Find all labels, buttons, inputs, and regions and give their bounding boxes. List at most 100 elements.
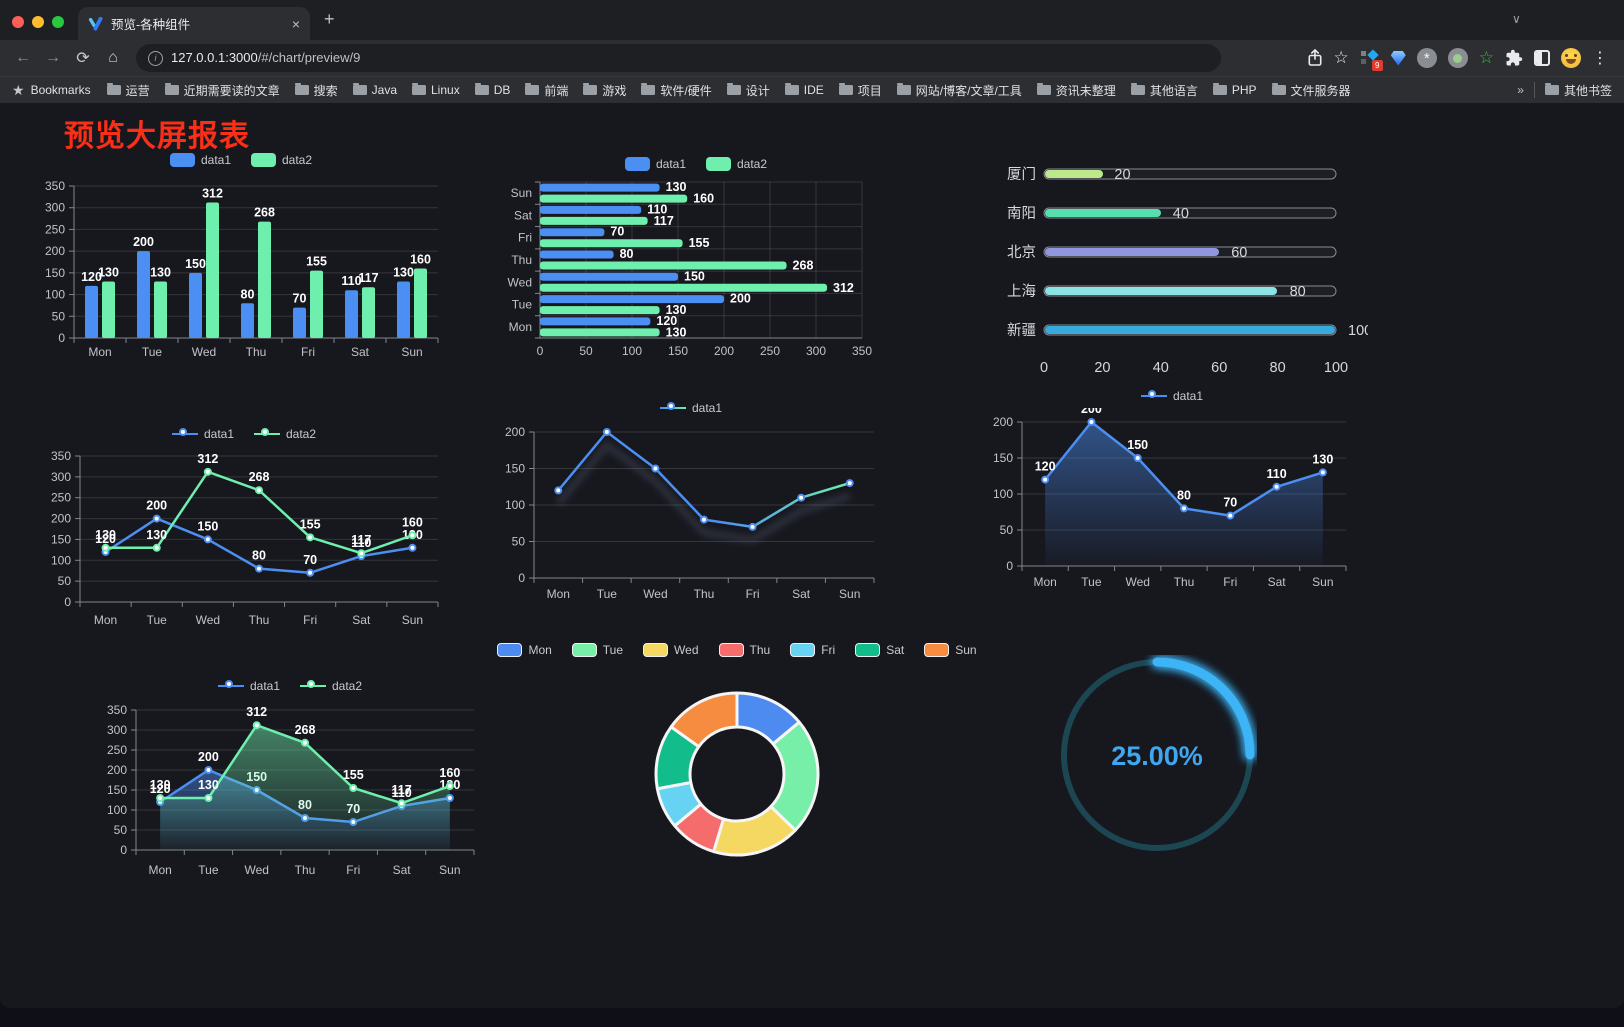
chart-gradient-line: data1 0 50 100 150 200 Mon Tue Wed Thu Fri Sat Sun: [498, 398, 884, 610]
svg-text:Fri: Fri: [303, 613, 317, 627]
bookmark-folder[interactable]: 资讯未整理: [1036, 82, 1116, 99]
url-path: /#/chart/preview/9: [257, 50, 361, 65]
svg-text:Sun: Sun: [439, 863, 460, 877]
legend-item[interactable]: data1: [171, 427, 234, 441]
asterisk-extension-icon[interactable]: *: [1416, 48, 1437, 68]
tab-search-chevron-icon[interactable]: ∨: [1512, 12, 1521, 26]
bookmark-folder[interactable]: 搜索: [294, 82, 338, 99]
bookmarks-overflow-icon[interactable]: »: [1517, 83, 1524, 97]
legend-swatch: [643, 643, 669, 657]
svg-text:120: 120: [1035, 460, 1056, 474]
svg-text:268: 268: [249, 470, 270, 484]
site-info-icon[interactable]: i: [148, 50, 163, 66]
bookmarks-separator: [1533, 82, 1535, 98]
tab-close-icon[interactable]: ×: [291, 15, 300, 32]
star-extension-icon[interactable]: ☆: [1478, 48, 1494, 67]
svg-text:200: 200: [133, 235, 154, 249]
dot-extension-icon[interactable]: [1447, 48, 1468, 68]
bookmark-folder[interactable]: 网站/博客/文章/工具: [896, 82, 1022, 99]
browser-menu-icon[interactable]: ⋮: [1592, 50, 1608, 67]
bookmark-folder[interactable]: 近期需要读的文章: [164, 82, 280, 99]
bookmark-folder[interactable]: DB: [474, 83, 510, 97]
svg-text:0: 0: [1040, 360, 1048, 376]
svg-text:100: 100: [51, 553, 71, 567]
legend-label: data2: [282, 153, 313, 167]
bookmark-folder[interactable]: PHP: [1212, 83, 1257, 97]
bookmark-folder[interactable]: IDE: [784, 83, 824, 97]
address-bar[interactable]: i 127.0.0.1:3000/#/chart/preview/9: [136, 44, 1221, 72]
legend-item[interactable]: Fri: [790, 643, 835, 657]
legend-swatch: [718, 643, 744, 657]
legend-swatch: [706, 157, 731, 171]
svg-text:130: 130: [1312, 452, 1333, 466]
other-bookmarks[interactable]: 其他书签: [1544, 82, 1612, 99]
proxy-extension-icon[interactable]: 9: [1360, 48, 1383, 71]
bookmarks-star-icon[interactable]: ★: [12, 81, 25, 98]
url-host: 127.0.0.1:3000: [171, 50, 258, 65]
legend-item[interactable]: data2: [254, 427, 316, 441]
browser-tab[interactable]: 预览-各种组件 ×: [78, 7, 310, 40]
legend-item[interactable]: Thu: [718, 643, 770, 657]
svg-text:100: 100: [622, 344, 642, 358]
bookmark-folder[interactable]: 前端: [525, 82, 568, 99]
legend-item[interactable]: Wed: [643, 643, 699, 657]
legend-item[interactable]: data1: [1140, 389, 1203, 403]
svg-text:110: 110: [341, 274, 361, 288]
legend-item[interactable]: data1: [169, 153, 231, 167]
legend-label: Sun: [955, 643, 977, 657]
svg-text:120: 120: [81, 270, 102, 284]
window-minimize-button[interactable]: [32, 16, 44, 28]
legend-item[interactable]: data2: [706, 157, 767, 171]
gem-extension-icon[interactable]: [1390, 50, 1406, 66]
back-button[interactable]: ←: [15, 49, 31, 66]
bookmark-folder[interactable]: 项目: [838, 82, 882, 99]
bookmark-star-icon[interactable]: ☆: [1333, 48, 1349, 67]
legend-item[interactable]: Sat: [855, 643, 904, 657]
bookmark-folder[interactable]: Linux: [412, 83, 460, 97]
svg-text:110: 110: [647, 202, 667, 216]
legend-item[interactable]: data2: [251, 153, 312, 167]
bookmark-label: 其他语言: [1149, 83, 1198, 98]
theme-toggle-icon[interactable]: [1534, 50, 1550, 66]
legend-item[interactable]: data2: [300, 679, 362, 693]
svg-text:0: 0: [120, 843, 127, 857]
legend-item[interactable]: data1: [217, 679, 280, 693]
legend-swatch: [624, 157, 650, 171]
bookmark-folder[interactable]: Java: [352, 83, 397, 97]
bookmark-folder[interactable]: 游戏: [583, 82, 626, 99]
window-close-button[interactable]: [12, 16, 24, 28]
bookmark-label: 近期需要读的文章: [183, 83, 280, 98]
bookmark-folder[interactable]: 文件服务器: [1271, 82, 1351, 99]
svg-text:100: 100: [45, 288, 65, 302]
new-tab-button[interactable]: +: [324, 9, 335, 29]
legend-item[interactable]: Sun: [924, 643, 977, 657]
legend-item[interactable]: Tue: [571, 643, 623, 657]
reload-button[interactable]: ⟳: [76, 50, 90, 67]
window-zoom-button[interactable]: [52, 16, 64, 28]
legend-swatch: [659, 401, 686, 415]
legend-item[interactable]: data1: [659, 401, 722, 415]
bookmark-folder[interactable]: 设计: [726, 82, 770, 99]
home-button[interactable]: ⌂: [108, 49, 118, 66]
bookmark-folder[interactable]: 软件/硬件: [641, 82, 712, 99]
svg-text:110: 110: [391, 786, 411, 800]
extensions-puzzle-icon[interactable]: [1505, 49, 1523, 67]
folder-icon: [641, 83, 656, 95]
forward-button[interactable]: →: [45, 49, 61, 66]
share-icon[interactable]: [1307, 49, 1323, 67]
legend-label: data1: [203, 427, 234, 441]
svg-text:厦门: 厦门: [1007, 166, 1036, 183]
emoji-extension-icon[interactable]: [1561, 48, 1581, 68]
folder-icon: [896, 83, 911, 95]
legend-item[interactable]: data1: [624, 157, 686, 171]
svg-text:50: 50: [114, 823, 128, 837]
legend-item[interactable]: Mon: [497, 643, 552, 657]
bookmark-folder[interactable]: 其他语言: [1130, 82, 1198, 99]
bookmarks-label[interactable]: Bookmarks: [30, 83, 91, 97]
bookmark-label: 搜索: [313, 83, 338, 98]
svg-text:80: 80: [252, 549, 266, 563]
bookmark-label: PHP: [1231, 83, 1257, 97]
svg-text:Thu: Thu: [511, 253, 532, 267]
svg-text:200: 200: [107, 763, 127, 777]
bookmark-folder[interactable]: 运营: [106, 82, 150, 99]
